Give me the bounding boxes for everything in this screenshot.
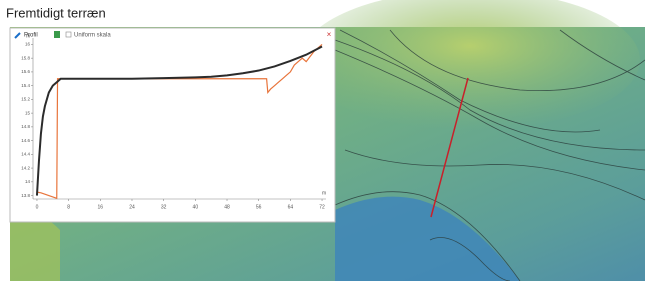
x-tick-label: 8 [67,204,70,210]
screen: Fremtidigt terræn Profil Uniform skala ×… [0,0,645,281]
y-tick-label: 16 [25,42,31,47]
uniform-scale-option[interactable]: Uniform skala [74,33,111,39]
y-tick-label: 15.2 [21,97,30,102]
x-unit-label: m [322,190,326,196]
y-unit-label: m [26,33,30,39]
x-tick-label: 56 [256,204,262,210]
y-tick-label: 15.4 [21,83,30,88]
y-tick-label: 14.4 [21,152,30,157]
x-tick-label: 40 [193,204,199,210]
profile-popup: Profil Uniform skala × 13.81414.214.414.… [10,28,335,222]
x-tick-label: 64 [288,204,294,210]
x-tick-label: 0 [36,204,39,210]
y-tick-label: 14.2 [21,165,30,170]
close-button[interactable]: × [327,30,332,39]
page-title: Fremtidigt terræn [6,5,106,20]
x-tick-label: 16 [98,204,104,210]
y-tick-label: 14.6 [21,138,30,143]
x-tick-label: 24 [129,204,135,210]
y-tick-label: 15 [25,110,31,115]
y-tick-label: 15.8 [21,55,30,60]
x-tick-label: 72 [319,204,325,210]
y-tick-label: 14 [25,179,31,184]
y-tick-label: 15.6 [21,69,30,74]
y-tick-label: 14.8 [21,124,30,129]
page: Fremtidigt terræn Profil Uniform skala ×… [0,0,645,281]
x-tick-label: 32 [161,204,167,210]
y-tick-label: 13.8 [21,193,30,198]
x-tick-label: 48 [224,204,230,210]
